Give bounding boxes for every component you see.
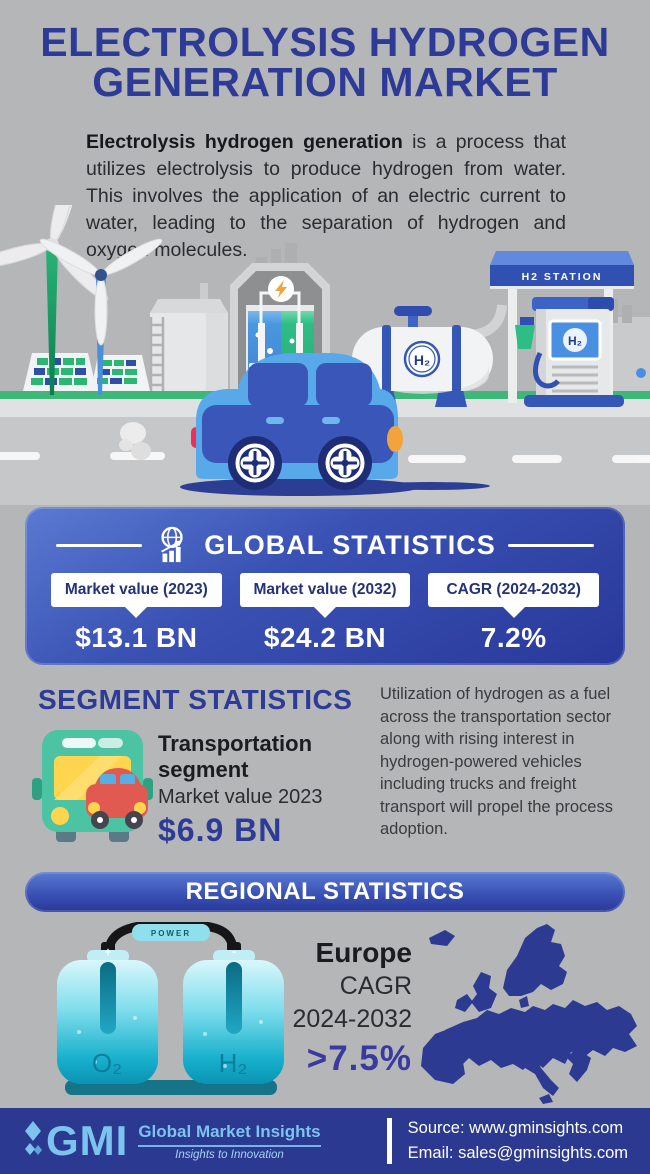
- station-sign-label: H2 STATION: [522, 271, 603, 283]
- page-title-line2: GENERATION MARKET: [92, 59, 558, 105]
- footer-divider: [386, 1118, 392, 1164]
- title-rule-right: [507, 543, 594, 547]
- region-text-block: Europe CAGR 2024-2032 >7.5%: [250, 936, 412, 1082]
- source-line: Source: www.gminsights.com: [407, 1119, 624, 1137]
- gmi-diamonds-icon: [25, 1121, 42, 1155]
- brand-rule: [138, 1144, 321, 1147]
- europe-map-icon: [421, 924, 637, 1104]
- smoke-puffs: [119, 422, 151, 460]
- minus-terminal-label: -: [232, 943, 237, 959]
- brand-name: Global Market Insights: [138, 1121, 321, 1141]
- plus-terminal-label: +: [104, 945, 111, 959]
- footer-bar: GMI Global Market Insights Insights to I…: [0, 1108, 650, 1174]
- wind-turbine-icon: [39, 238, 163, 395]
- hydrogen-production-scene: H₂ H2 STATION H₂: [0, 205, 650, 505]
- region-name: Europe: [315, 937, 412, 968]
- hydrogen-car-icon: [191, 353, 403, 490]
- segment-value: $6.9 BN: [158, 812, 283, 848]
- gmi-logo-text: GMI: [46, 1117, 129, 1164]
- road-markings: [0, 452, 650, 463]
- stat-value: 7.2%: [480, 622, 547, 653]
- segment-name: Transportation segment: [158, 731, 313, 782]
- lightning-icon: [275, 280, 287, 298]
- solar-panel-icon: [23, 353, 97, 391]
- region-cagr-value: >7.5%: [306, 1039, 412, 1078]
- h2-station-icon: H2 STATION H₂: [490, 251, 646, 407]
- stat-label: Market value (2023): [51, 573, 222, 607]
- stat-value: $24.2 BN: [263, 622, 387, 653]
- stat-card-market-2023: Market value (2023) $13.1 BN: [51, 573, 222, 654]
- global-statistics-title: GLOBAL STATISTICS: [204, 529, 496, 560]
- segment-statistics-title: SEGMENT STATISTICS: [38, 684, 353, 715]
- car-wheel-icon: [318, 436, 372, 490]
- segment-value-label: Market value 2023: [158, 786, 323, 808]
- page-title-line1: ELECTROLYSIS HYDROGEN: [40, 19, 610, 65]
- stat-pointer: [314, 607, 336, 618]
- power-label: POWER: [151, 929, 191, 938]
- o2-tank-label: O₂: [92, 1048, 122, 1078]
- page-title: ELECTROLYSIS HYDROGEN GENERATION MARKET: [0, 19, 650, 105]
- red-car-icon: [86, 768, 148, 829]
- stat-card-cagr: CAGR (2024-2032) 7.2%: [428, 573, 600, 654]
- segment-description: Utilization of hydrogen as a fuel across…: [380, 685, 613, 838]
- stat-value: $13.1 BN: [75, 622, 198, 653]
- regional-statistics-title: REGIONAL STATISTICS: [25, 872, 625, 912]
- pump-h2-label: H₂: [568, 334, 582, 348]
- tank-h2-label: H₂: [414, 352, 430, 368]
- segment-text-block: Transportation segment Market value 2023…: [158, 731, 378, 849]
- stat-card-market-2032: Market value (2032) $24.2 BN: [239, 573, 411, 654]
- fuel-nozzle-icon: [515, 325, 535, 349]
- stat-pointer: [502, 607, 525, 618]
- h2-tank-label: H₂: [219, 1048, 248, 1078]
- stat-label: CAGR (2024-2032): [428, 573, 600, 607]
- car-wheel-icon: [228, 436, 282, 490]
- title-rule-left: [56, 543, 143, 547]
- email-line: Email: sales@gminsights.com: [407, 1144, 628, 1162]
- silo-ladder: [149, 317, 165, 405]
- bus-car-icon: [32, 730, 153, 842]
- stat-pointer: [125, 607, 148, 618]
- storage-silo-icon: [149, 283, 228, 405]
- intro-paragraph: Electrolysis hydrogen generation is a pr…: [86, 129, 566, 264]
- brand-tagline: Insights to Innovation: [175, 1148, 284, 1161]
- intro-rest: is a process that utilizes electrolysis …: [86, 130, 566, 261]
- global-statistics-panel: GLOBAL STATISTICS Market value (2023) $1…: [25, 507, 625, 665]
- electrolysis-tanks-icon: + - POWER O₂ H₂: [57, 922, 284, 1095]
- gmi-logo: GMI Global Market Insights Insights to I…: [22, 1117, 321, 1165]
- contact-block: Source: www.gminsights.com Email: sales@…: [408, 1116, 628, 1166]
- stat-label: Market value (2032): [239, 573, 411, 607]
- globe-chart-icon: [161, 526, 183, 563]
- solar-panel-icon: [91, 355, 150, 391]
- region-cagr-label: CAGR: [339, 972, 412, 1000]
- intro-lead: Electrolysis hydrogen generation: [86, 130, 403, 153]
- region-period: 2024-2032: [292, 1005, 412, 1033]
